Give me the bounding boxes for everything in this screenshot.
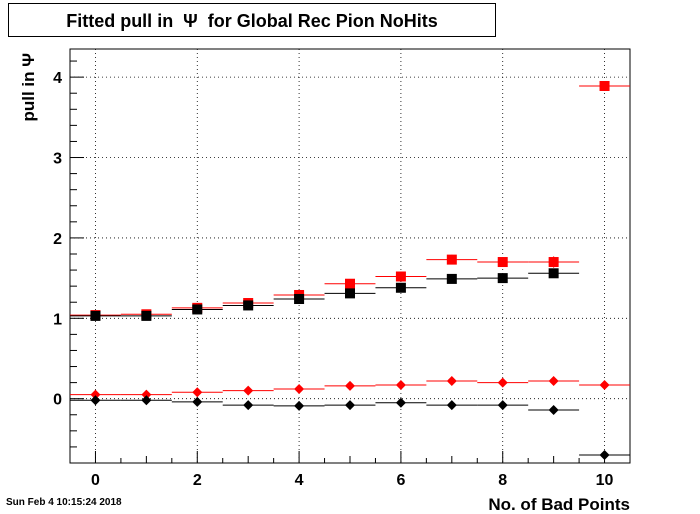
data-point-square [497, 257, 508, 268]
x-tick-label: 2 [193, 472, 202, 489]
data-point-square [446, 273, 457, 284]
data-point-diamond [599, 449, 610, 460]
x-tick-label: 4 [295, 472, 304, 489]
data-point-diamond [599, 380, 610, 391]
y-tick-label: 3 [53, 151, 62, 168]
data-point-square [294, 294, 305, 305]
chart-title-box: Fitted pull in Ψ for Global Rec Pion NoH… [8, 3, 496, 37]
y-tick-label: 1 [53, 311, 62, 328]
data-point-square [90, 310, 101, 321]
y-tick-label: 4 [53, 70, 62, 87]
data-point-square [497, 273, 508, 284]
data-point-square [395, 271, 406, 282]
data-point-square [548, 257, 559, 268]
timestamp-footer: Sun Feb 4 10:15:24 2018 [6, 497, 122, 508]
data-point-diamond [192, 387, 203, 398]
data-point-diamond [395, 397, 406, 408]
data-point-square [446, 254, 457, 265]
data-point-diamond [294, 400, 305, 411]
data-point-diamond [192, 396, 203, 407]
x-tick-label: 10 [596, 472, 614, 489]
y-tick-label: 2 [53, 231, 62, 248]
data-point-square [243, 300, 254, 311]
data-point-diamond [446, 376, 457, 387]
data-point-diamond [345, 380, 355, 391]
chart-title: Fitted pull in Ψ for Global Rec Pion NoH… [66, 11, 438, 31]
data-point-diamond [497, 400, 508, 411]
data-point-square [141, 310, 152, 321]
data-point-diamond [90, 395, 101, 406]
data-point-diamond [294, 384, 305, 395]
y-tick-label: 0 [53, 392, 62, 409]
data-point-diamond [497, 377, 508, 388]
data-point-square [548, 268, 559, 279]
x-tick-label: 0 [91, 472, 100, 489]
data-point-diamond [395, 380, 406, 391]
data-point-square [599, 80, 610, 91]
data-point-diamond [141, 389, 152, 400]
data-point-diamond [90, 389, 101, 400]
data-point-diamond [243, 400, 254, 411]
data-point-diamond [243, 385, 254, 396]
data-point-square [345, 278, 355, 289]
x-axis-title: No. of Bad Points [488, 495, 630, 514]
data-point-square [345, 288, 355, 299]
data-point-square [395, 282, 406, 293]
x-tick-label: 8 [498, 472, 507, 489]
data-point-diamond [446, 400, 457, 411]
data-point-diamond [141, 395, 152, 406]
data-point-diamond [345, 400, 355, 411]
data-point-square [192, 304, 203, 315]
data-point-diamond [548, 376, 559, 387]
y-axis-title: pull in Ψ [19, 53, 38, 122]
x-tick-label: 6 [396, 472, 405, 489]
plot-frame [69, 48, 631, 464]
data-point-diamond [548, 404, 559, 415]
